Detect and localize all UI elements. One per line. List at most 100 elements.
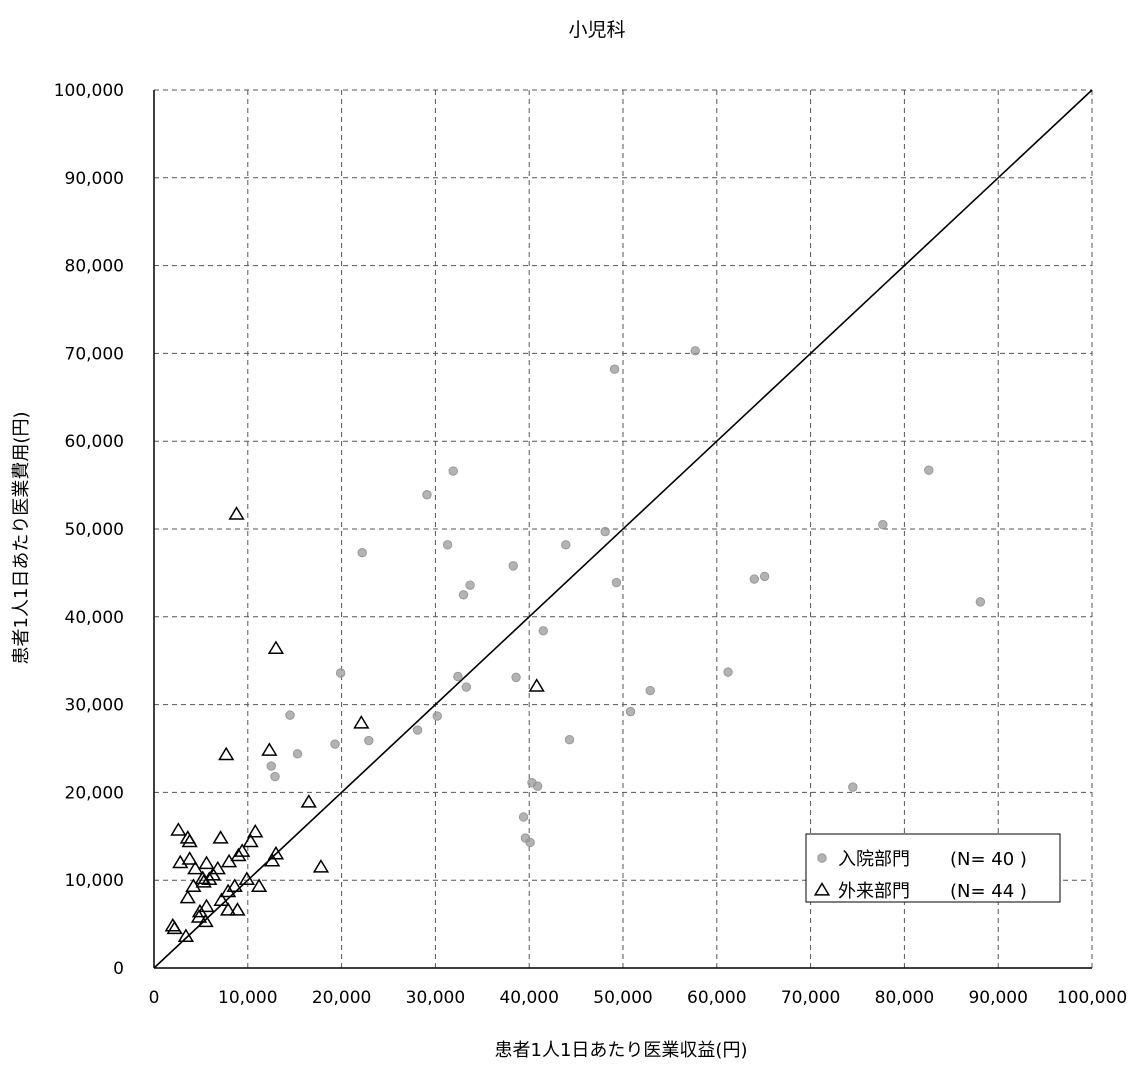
legend-label: 入院部門 xyxy=(838,849,910,870)
x-tick-label: 0 xyxy=(149,988,160,1008)
diagonal-line xyxy=(153,89,1093,969)
x-tick-label: 20,000 xyxy=(312,988,371,1008)
x-tick-label: 60,000 xyxy=(687,988,746,1008)
outpatient-point xyxy=(267,845,285,860)
outpatient-point xyxy=(528,678,545,692)
chart-title: 小児科 xyxy=(568,19,625,41)
legend-count: (N= 40 ) xyxy=(950,849,1027,870)
inpatient-point xyxy=(600,526,610,537)
inpatient-point xyxy=(924,465,934,475)
inpatient-point xyxy=(690,346,700,356)
outpatient-point xyxy=(172,854,189,869)
outpatient-point xyxy=(250,878,268,892)
y-tick-label: 40,000 xyxy=(65,608,124,628)
inpatient-point xyxy=(357,548,367,558)
inpatient-point xyxy=(609,364,620,374)
x-axis-label: 患者1人1日あたり医業収益(円) xyxy=(495,1040,748,1061)
plot-frame xyxy=(153,89,1093,969)
legend-items: 入院部門 (N= 40 ) 外来部門 (N= 44 ) xyxy=(813,849,1027,902)
x-tick-label: 80,000 xyxy=(875,988,934,1008)
inpatient-point xyxy=(292,749,303,759)
outpatient-point xyxy=(300,794,317,808)
inpatient-point xyxy=(538,626,548,636)
outpatient-point xyxy=(242,833,259,848)
outpatient-point xyxy=(247,823,264,838)
outpatient-point xyxy=(218,746,235,761)
outpatient-point xyxy=(212,830,229,844)
inpatient-point xyxy=(453,671,463,682)
legend: 入院部門 (N= 40 ) 外来部門 (N= 44 ) xyxy=(805,833,1061,903)
reference-line xyxy=(153,89,1093,969)
inpatient-point xyxy=(625,706,636,717)
outpatient-point xyxy=(194,870,211,885)
y-tick-label: 80,000 xyxy=(65,257,124,277)
inpatient-point xyxy=(458,590,469,600)
inpatient-point xyxy=(270,771,280,782)
grid-lines xyxy=(154,90,1092,968)
y-tick-label: 50,000 xyxy=(65,520,124,540)
outpatient-point xyxy=(181,851,198,865)
x-axis-ticks: 0 10,000 20,000 30,000 40,000 50,000 60,000 70,… xyxy=(149,988,1128,1008)
outpatient-point xyxy=(312,859,330,873)
inpatient-point xyxy=(878,519,888,530)
outpatient-point xyxy=(261,742,278,756)
outpatient-point xyxy=(228,506,245,520)
x-tick-label: 40,000 xyxy=(499,988,558,1008)
inpatient-point xyxy=(511,672,521,683)
outpatient-point xyxy=(181,833,198,848)
inpatient-point xyxy=(723,667,733,677)
inpatient-point xyxy=(564,735,575,745)
outpatient-point xyxy=(198,898,215,913)
outpatient-point xyxy=(226,878,243,892)
x-tick-label: 70,000 xyxy=(781,988,840,1008)
outpatient-point xyxy=(353,715,370,729)
inpatient-point xyxy=(330,739,340,749)
y-tick-label: 100,000 xyxy=(54,81,124,101)
inpatient-point xyxy=(525,837,535,848)
legend-label: 外来部門 xyxy=(838,881,910,902)
inpatient-point xyxy=(432,711,442,721)
inpatient-point xyxy=(465,580,475,590)
inpatient-point xyxy=(335,668,346,678)
outpatient-point xyxy=(179,889,196,904)
outpatient-point xyxy=(166,920,183,935)
inpatient-point xyxy=(749,574,760,584)
outpatient-point xyxy=(195,873,212,888)
y-axis-ticks: 0 10,000 20,000 30,000 40,000 50,000 60,000 70,… xyxy=(54,81,124,979)
y-tick-label: 90,000 xyxy=(65,169,124,189)
y-tick-label: 10,000 xyxy=(65,871,124,891)
legend-marker-inpatient xyxy=(817,853,827,863)
outpatient-point xyxy=(170,822,187,836)
outpatient-point xyxy=(219,902,237,916)
outpatient-point xyxy=(229,902,246,916)
inpatient-point xyxy=(508,561,518,571)
data-points xyxy=(164,346,986,943)
y-tick-label: 20,000 xyxy=(65,783,124,803)
inpatient-point xyxy=(422,490,432,500)
inpatient-point xyxy=(364,735,374,746)
outpatient-point xyxy=(267,640,285,655)
inpatient-point xyxy=(645,685,655,696)
legend-count: (N= 44 ) xyxy=(950,881,1027,902)
y-tick-label: 30,000 xyxy=(65,696,124,716)
outpatient-point xyxy=(187,860,204,875)
inpatient-point xyxy=(442,540,453,550)
x-tick-label: 30,000 xyxy=(406,988,465,1008)
legend-marker-outpatient xyxy=(813,882,831,896)
x-tick-label: 100,000 xyxy=(1057,988,1127,1008)
y-tick-label: 60,000 xyxy=(65,432,124,452)
outpatient-point xyxy=(197,913,214,928)
outpatient-point xyxy=(234,843,251,857)
inpatient-point xyxy=(848,782,858,792)
inpatient-point xyxy=(759,571,770,582)
inpatient-point xyxy=(975,597,986,607)
outpatient-point xyxy=(177,928,195,943)
inpatient-point xyxy=(285,710,295,720)
x-tick-label: 10,000 xyxy=(218,988,277,1008)
inpatient-point xyxy=(412,725,423,735)
legend-box xyxy=(805,833,1061,903)
inpatient-point xyxy=(532,781,543,791)
inpatient-point xyxy=(561,540,571,550)
